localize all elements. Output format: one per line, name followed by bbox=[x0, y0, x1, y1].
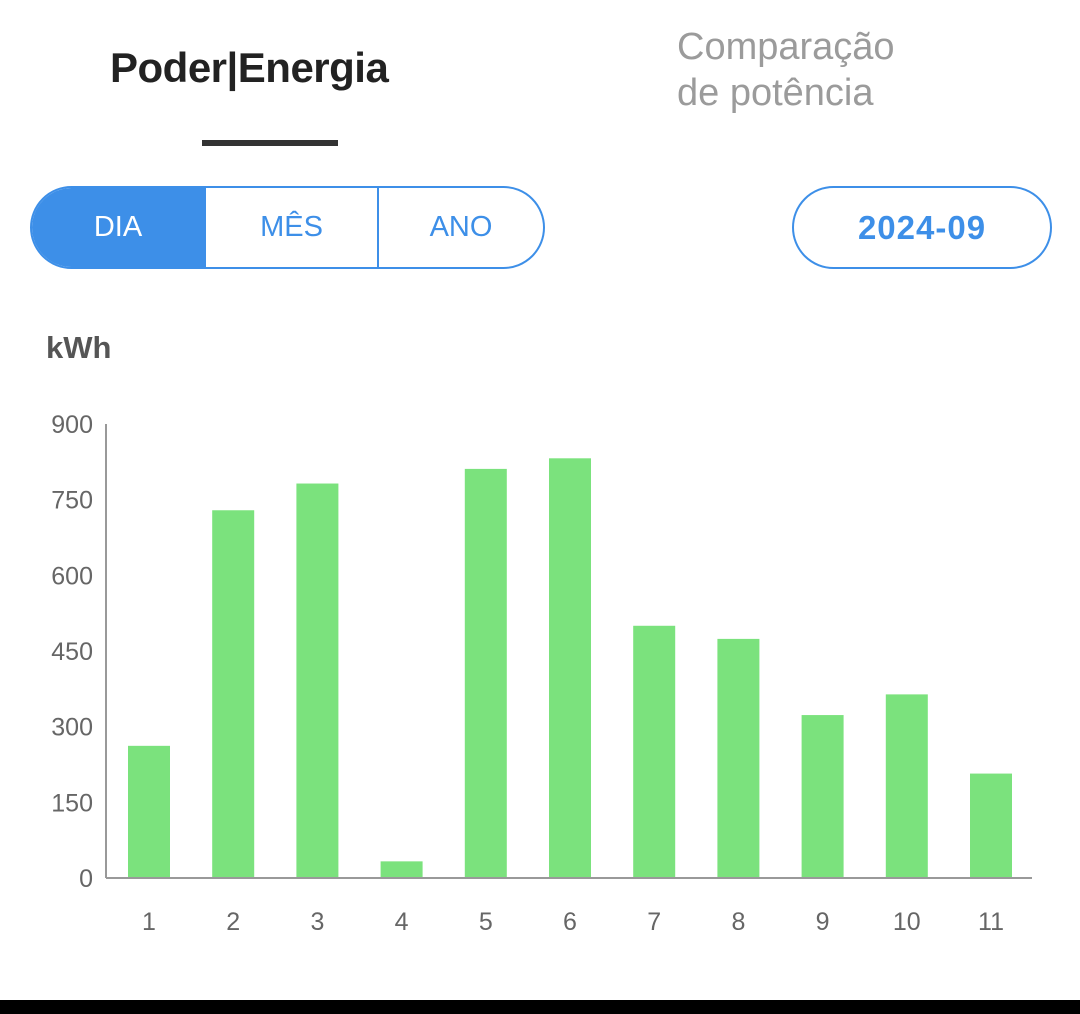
y-tick-label: 450 bbox=[51, 638, 93, 666]
x-tick-label: 4 bbox=[395, 908, 409, 936]
bar[interactable] bbox=[885, 694, 928, 878]
bar[interactable] bbox=[970, 773, 1012, 878]
navigation-bar bbox=[0, 1000, 1080, 1014]
period-month-button[interactable]: MÊS bbox=[204, 188, 377, 267]
bar[interactable] bbox=[212, 510, 255, 878]
x-tick-label: 9 bbox=[816, 908, 830, 936]
tab-power-energy[interactable]: Poder|Energia bbox=[110, 44, 389, 91]
x-axis-ticks: 1 2 3 4 5 6 7 8 9 10 11 bbox=[142, 908, 1004, 936]
period-year-button[interactable]: ANO bbox=[377, 188, 543, 267]
period-day-button[interactable]: DIA bbox=[32, 188, 204, 267]
bar[interactable] bbox=[380, 861, 423, 878]
tab-power-comparison-line2: de potência bbox=[677, 72, 874, 114]
bar[interactable] bbox=[633, 625, 676, 878]
y-tick-label: 600 bbox=[51, 562, 93, 590]
x-tick-label: 1 bbox=[142, 908, 156, 936]
x-tick-label: 5 bbox=[479, 908, 493, 936]
bar[interactable] bbox=[549, 458, 591, 878]
energy-bar-chart: 0 150 300 450 600 750 900 1 2 3 4 5 6 7 8 9 10 11 bbox=[51, 411, 1032, 936]
active-tab-indicator bbox=[202, 140, 338, 146]
bar[interactable] bbox=[464, 468, 507, 878]
x-tick-label: 2 bbox=[226, 908, 240, 936]
date-picker-button[interactable]: 2024-09 bbox=[792, 186, 1052, 269]
x-tick-label: 6 bbox=[563, 908, 577, 936]
y-axis-ticks: 0 150 300 450 600 750 900 bbox=[51, 411, 93, 893]
y-tick-label: 0 bbox=[79, 865, 93, 893]
bar[interactable] bbox=[296, 483, 339, 878]
tab-power-comparison-line1: Comparação bbox=[677, 26, 895, 68]
chart-unit-label: kWh bbox=[46, 330, 112, 365]
bars bbox=[128, 458, 1012, 878]
y-tick-label: 300 bbox=[51, 714, 93, 742]
bar[interactable] bbox=[128, 745, 170, 878]
x-tick-label: 11 bbox=[978, 908, 1004, 936]
y-tick-label: 900 bbox=[51, 411, 93, 439]
tab-power-comparison[interactable]: Comparação de potência bbox=[677, 24, 997, 116]
x-tick-label: 8 bbox=[731, 908, 745, 936]
x-tick-label: 10 bbox=[893, 908, 921, 936]
x-tick-label: 7 bbox=[647, 908, 661, 936]
y-tick-label: 150 bbox=[51, 789, 93, 817]
bar[interactable] bbox=[717, 638, 760, 878]
y-tick-label: 750 bbox=[51, 487, 93, 515]
bar[interactable] bbox=[801, 715, 844, 878]
period-segmented-control: DIA MÊS ANO bbox=[30, 186, 545, 269]
x-tick-label: 3 bbox=[310, 908, 324, 936]
